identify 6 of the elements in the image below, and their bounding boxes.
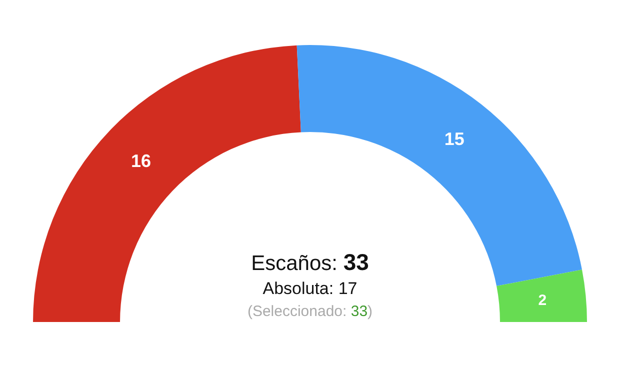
text: Escaños: 33 xyxy=(251,249,369,275)
text: Absoluta: 17 xyxy=(262,279,358,298)
data-label: 16 xyxy=(130,151,152,172)
data-label: 15 xyxy=(444,128,464,149)
data-label: 2 xyxy=(538,292,547,310)
text: (Seleccionado: 33) xyxy=(247,303,373,320)
